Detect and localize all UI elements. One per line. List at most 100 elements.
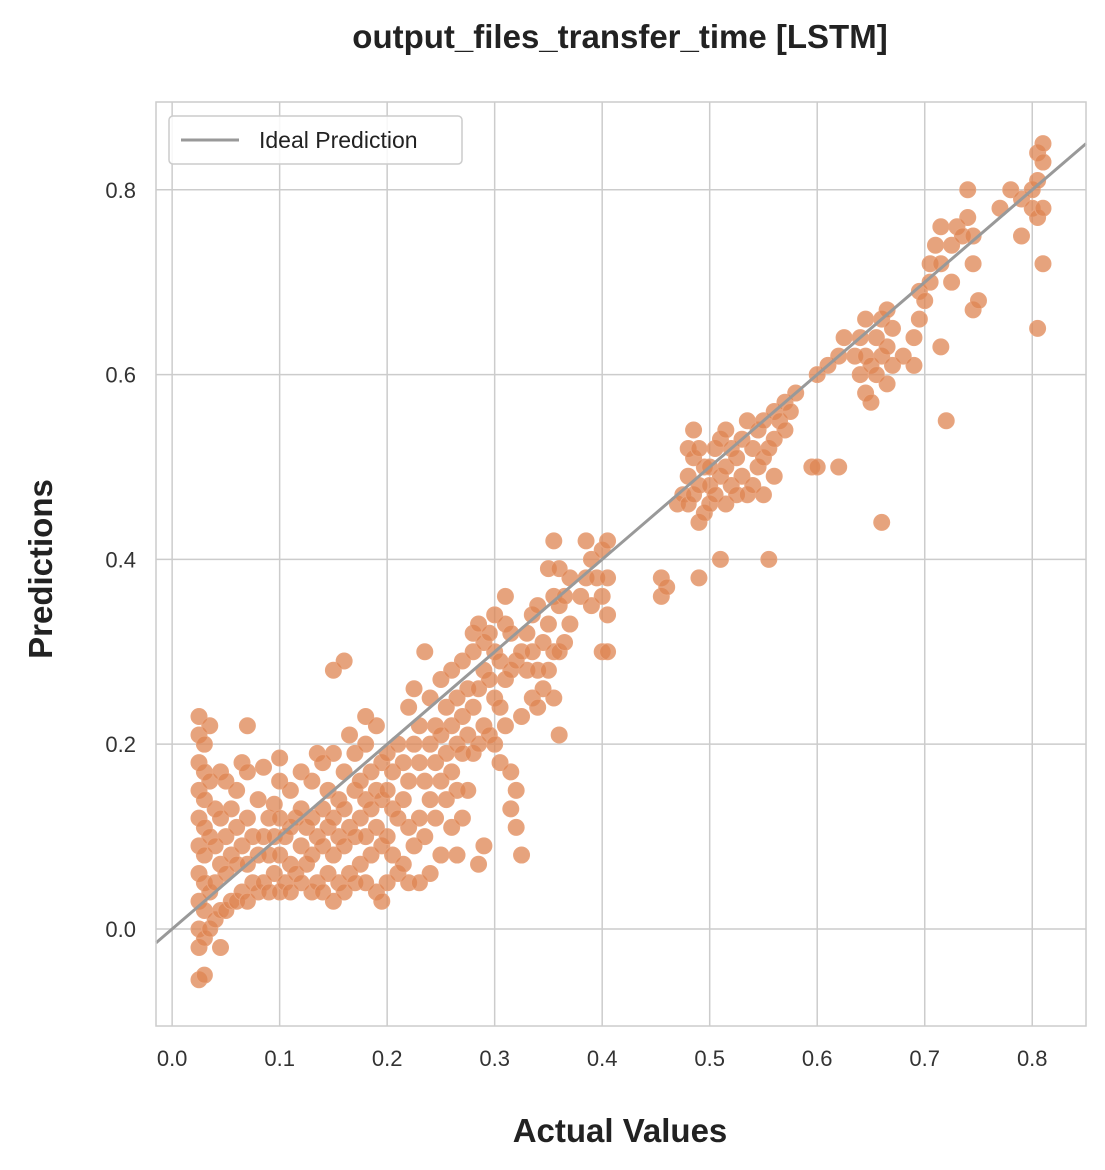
- data-point: [513, 846, 531, 864]
- data-point: [292, 763, 310, 781]
- data-point: [599, 606, 617, 624]
- data-point: [416, 828, 434, 846]
- data-point: [324, 661, 342, 679]
- data-point: [932, 218, 950, 236]
- data-point: [1029, 319, 1047, 337]
- data-point: [765, 467, 783, 485]
- data-point: [513, 707, 531, 725]
- data-point: [808, 458, 826, 476]
- data-point: [324, 846, 342, 864]
- data-point: [599, 569, 617, 587]
- data-point: [238, 717, 256, 735]
- data-point: [690, 440, 708, 457]
- data-point: [921, 273, 939, 291]
- data-point: [781, 403, 799, 421]
- data-point: [582, 597, 600, 615]
- data-point: [432, 772, 450, 790]
- data-point: [303, 846, 321, 864]
- data-point: [319, 865, 337, 883]
- data-point: [502, 800, 520, 818]
- data-point: [432, 726, 450, 744]
- data-point: [878, 375, 896, 393]
- data-point: [421, 865, 439, 883]
- data-point: [281, 883, 299, 901]
- data-point: [351, 772, 369, 790]
- data-point: [550, 726, 568, 744]
- y-tick-label: 0.6: [105, 363, 136, 388]
- plot-frame: [155, 101, 1087, 1027]
- data-point: [464, 698, 482, 716]
- x-tick-label: 0.3: [479, 1046, 510, 1071]
- data-point: [228, 818, 246, 836]
- data-point: [733, 467, 751, 485]
- data-point: [335, 837, 353, 855]
- data-point: [432, 846, 450, 864]
- data-point: [346, 744, 364, 762]
- legend-label-ideal: Ideal Prediction: [259, 127, 418, 153]
- data-point: [373, 892, 391, 910]
- data-point: [384, 763, 402, 781]
- data-point: [319, 781, 337, 799]
- data-point: [416, 772, 434, 790]
- data-point: [367, 818, 385, 836]
- data-point: [932, 255, 950, 273]
- data-point: [443, 661, 461, 679]
- data-point: [959, 181, 977, 199]
- data-point: [432, 671, 450, 688]
- data-point: [507, 781, 525, 799]
- data-point: [943, 236, 961, 254]
- data-point: [314, 837, 332, 855]
- data-point: [367, 717, 385, 735]
- data-point: [835, 329, 853, 347]
- data-point: [964, 255, 982, 273]
- data-point: [867, 329, 885, 347]
- data-point: [443, 818, 461, 836]
- grid: [156, 102, 1086, 1026]
- data-point: [470, 615, 488, 633]
- data-point: [362, 763, 380, 781]
- data-point: [351, 855, 369, 873]
- data-point: [754, 486, 772, 504]
- data-point: [421, 735, 439, 753]
- data-point: [281, 781, 299, 799]
- data-point: [357, 707, 375, 725]
- data-point: [878, 338, 896, 356]
- data-point: [427, 754, 445, 772]
- x-tick-label: 0.8: [1017, 1046, 1048, 1071]
- data-point: [496, 717, 514, 735]
- data-point: [255, 758, 273, 776]
- data-point: [437, 791, 455, 809]
- data-point: [303, 772, 321, 790]
- data-point: [690, 569, 708, 587]
- data-point: [410, 754, 428, 772]
- data-point: [878, 301, 896, 319]
- data-point: [529, 698, 547, 716]
- data-point: [883, 356, 901, 374]
- data-point: [195, 966, 213, 984]
- data-point: [394, 855, 412, 873]
- data-point: [335, 652, 353, 670]
- data-point: [1034, 135, 1052, 153]
- data-point: [706, 486, 724, 504]
- chart-title: output_files_transfer_time [LSTM]: [352, 18, 887, 55]
- data-point: [830, 458, 848, 476]
- data-point: [905, 356, 923, 374]
- data-point: [539, 615, 557, 633]
- x-tick-label: 0.2: [372, 1046, 403, 1071]
- data-point: [932, 338, 950, 356]
- data-point: [685, 421, 703, 439]
- x-tick-label: 0.7: [909, 1046, 940, 1071]
- y-ticks: 0.0 0.2 0.4 0.6 0.8: [105, 178, 136, 942]
- data-point: [405, 837, 423, 855]
- data-point: [314, 883, 332, 901]
- data-points: [190, 135, 1052, 989]
- data-point: [217, 772, 235, 790]
- data-point: [760, 550, 778, 568]
- data-point: [222, 800, 240, 818]
- data-point: [862, 393, 880, 411]
- data-point: [389, 809, 407, 827]
- data-point: [453, 707, 471, 725]
- data-point: [384, 846, 402, 864]
- data-point: [437, 698, 455, 716]
- data-point: [427, 809, 445, 827]
